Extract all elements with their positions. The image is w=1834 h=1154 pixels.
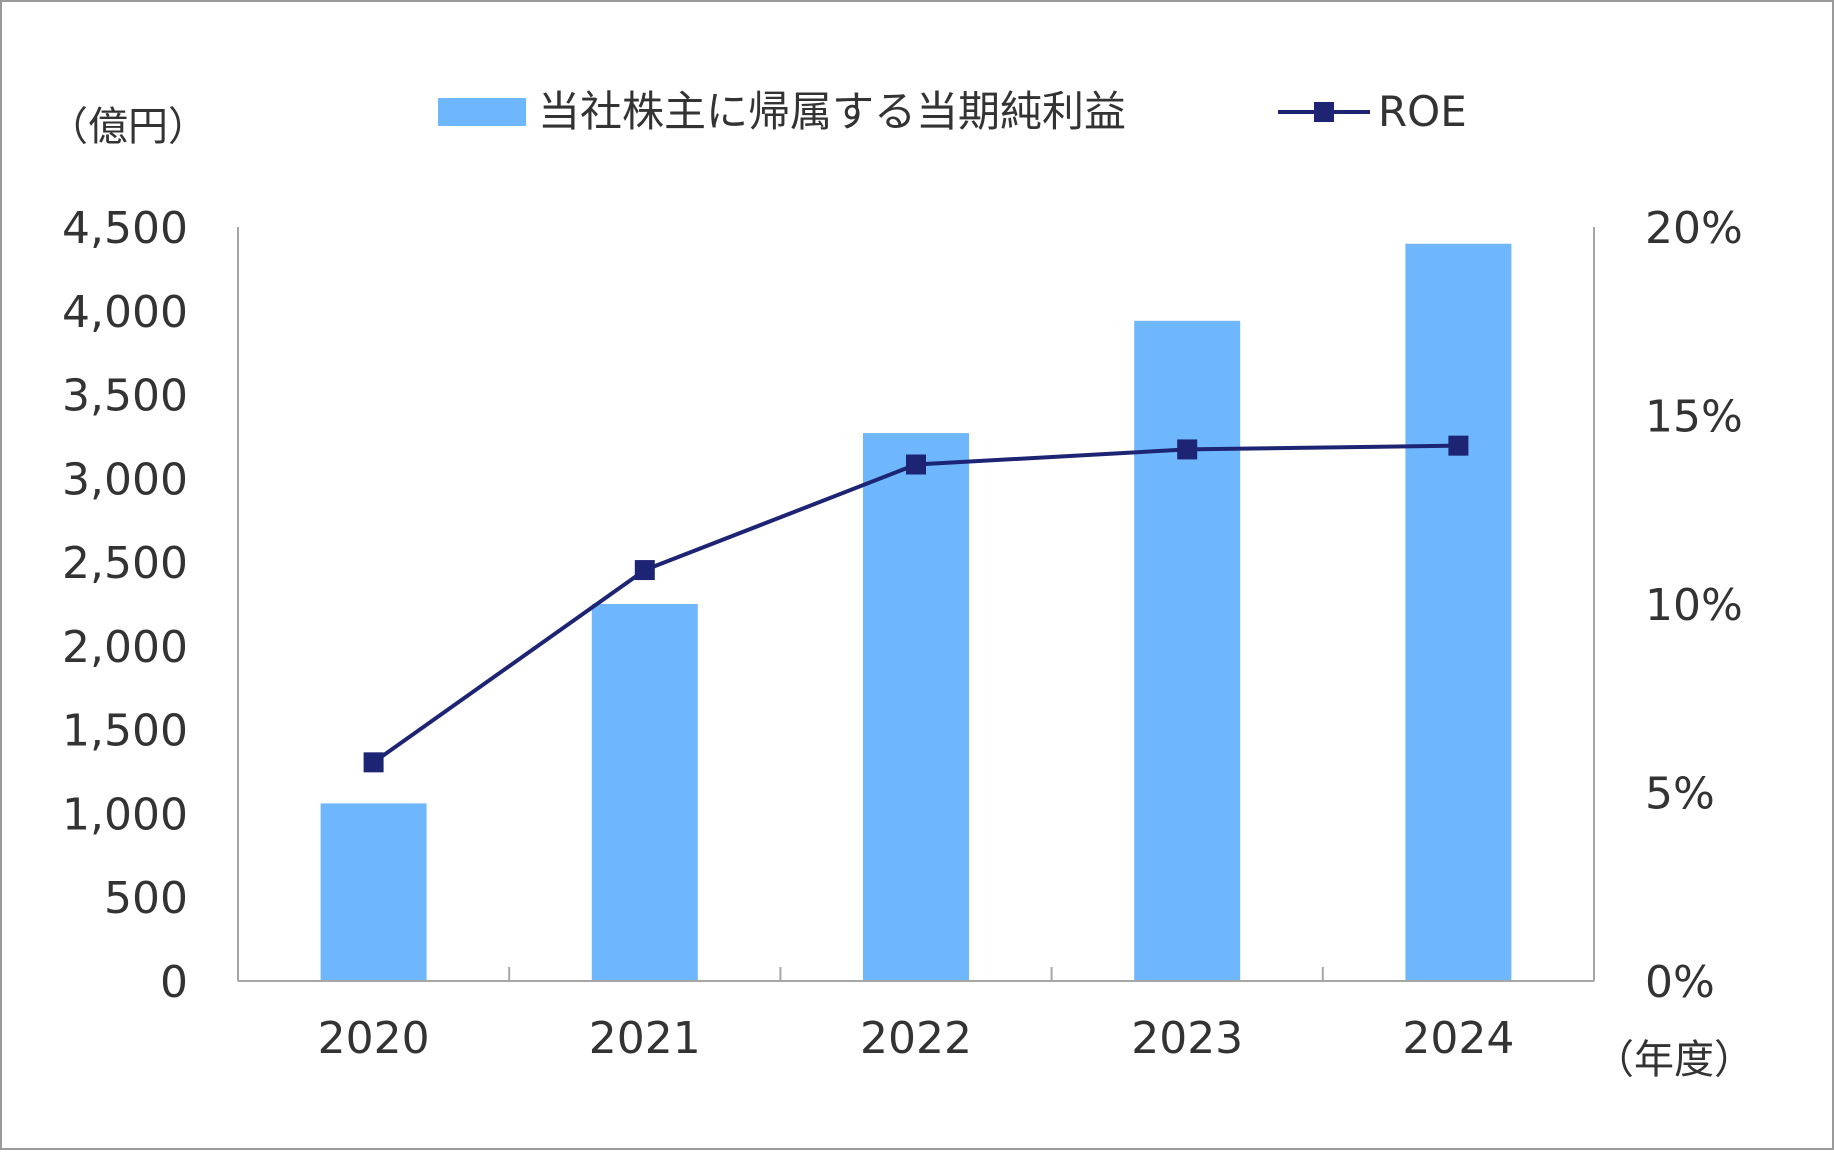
x-tick-label-2024: 2024 bbox=[1402, 1013, 1514, 1064]
bar-2023 bbox=[1134, 320, 1241, 981]
y-axis-unit-label: （億円） bbox=[48, 104, 208, 150]
y2-tick-label: 5% bbox=[1645, 769, 1715, 820]
y-tick-label: 1,500 bbox=[62, 706, 188, 757]
y-tick-label: 4,500 bbox=[62, 203, 188, 254]
roe-point-2022 bbox=[906, 454, 926, 475]
bar-2022 bbox=[863, 433, 969, 981]
roe-point-2021 bbox=[634, 560, 655, 581]
y2-tick-label: 0% bbox=[1645, 957, 1715, 1008]
roe-point-2024 bbox=[1448, 435, 1469, 456]
y2-tick-label: 10% bbox=[1645, 580, 1743, 631]
bar-2020 bbox=[320, 803, 427, 981]
legend-label-net-income: 当社株主に帰属する当期純利益 bbox=[538, 87, 1126, 136]
y-tick-label: 2,500 bbox=[62, 538, 188, 589]
x-tick-label-2023: 2023 bbox=[1131, 1013, 1243, 1064]
y-tick-label: 3,500 bbox=[62, 371, 188, 422]
axes-layer: 2020 2021 2022 2023 2024 0 500 1,000 1,500 2,000 2… bbox=[62, 203, 1743, 1064]
y2-tick-label: 15% bbox=[1645, 392, 1743, 443]
roe-point-2020 bbox=[363, 752, 384, 773]
y-tick-label: 500 bbox=[104, 873, 188, 924]
y2-tick-label: 20% bbox=[1645, 203, 1743, 254]
legend-label-roe: ROE bbox=[1378, 87, 1467, 136]
legend: 当社株主に帰属する当期純利益 ROE bbox=[438, 87, 1467, 136]
x-axis-unit-label: （年度） bbox=[1594, 1037, 1754, 1083]
y-tick-label: 3,000 bbox=[62, 454, 188, 505]
y-tick-label: 2,000 bbox=[62, 622, 188, 673]
labels-layer: （億円） （年度） bbox=[48, 104, 1754, 1083]
y-tick-label: 1,000 bbox=[62, 789, 188, 840]
bar-2021 bbox=[591, 604, 698, 981]
x-tick-label-2020: 2020 bbox=[318, 1013, 430, 1064]
bars-layer bbox=[320, 243, 1512, 981]
y-tick-label: 4,000 bbox=[62, 287, 188, 338]
legend-swatch-roe-marker bbox=[1314, 102, 1334, 122]
x-tick-label-2022: 2022 bbox=[860, 1013, 972, 1064]
roe-point-2023 bbox=[1177, 439, 1198, 460]
y-tick-label: 0 bbox=[160, 957, 188, 1008]
x-tick-label-2021: 2021 bbox=[589, 1013, 701, 1064]
line-layer bbox=[363, 435, 1469, 773]
legend-swatch-net-income bbox=[438, 98, 526, 126]
bar-2024 bbox=[1405, 243, 1512, 981]
